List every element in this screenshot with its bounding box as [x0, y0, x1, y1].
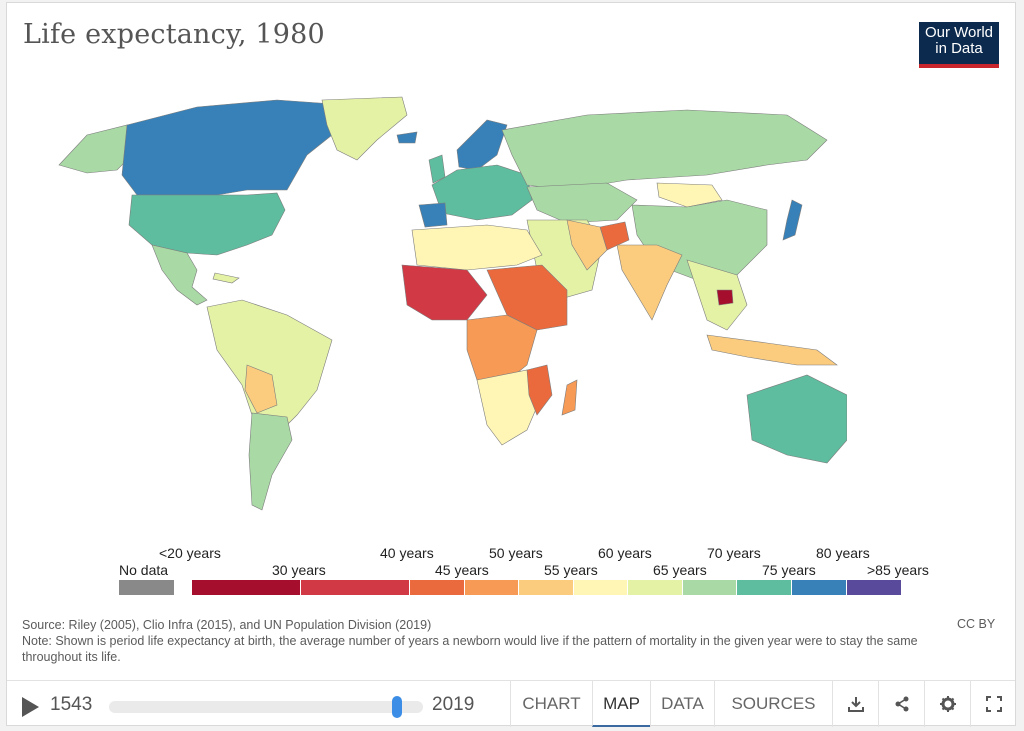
- region-india[interactable]: [616, 244, 683, 321]
- settings-gear-icon[interactable]: [924, 681, 970, 727]
- end-year-label: 2019: [432, 694, 475, 715]
- start-year-label: 1543: [50, 694, 93, 715]
- logo-line1: Our World: [924, 24, 994, 41]
- region-russia[interactable]: [501, 109, 828, 191]
- legend-swatch[interactable]: [301, 580, 410, 595]
- legend-swatch[interactable]: [792, 580, 847, 595]
- region-north-africa[interactable]: [411, 224, 543, 271]
- download-icon[interactable]: [832, 681, 878, 727]
- world-map[interactable]: [47, 95, 847, 515]
- region-indonesia[interactable]: [706, 334, 838, 366]
- logo-accent-bar: [919, 64, 999, 68]
- footnotes: Source: Riley (2005), Clio Infra (2015),…: [22, 617, 972, 665]
- legend-swatch[interactable]: [683, 580, 737, 595]
- region-west-africa[interactable]: [401, 264, 488, 321]
- region-japan[interactable]: [782, 199, 803, 241]
- legend-swatch[interactable]: [737, 580, 792, 595]
- region-southern-cone[interactable]: [248, 412, 293, 511]
- region-greenland[interactable]: [321, 96, 408, 161]
- legend-swatch[interactable]: [465, 580, 519, 595]
- region-southeast-asia[interactable]: [686, 259, 748, 331]
- tab-data[interactable]: DATA: [650, 681, 714, 727]
- legend-label: 65 years: [653, 562, 707, 578]
- region-canada[interactable]: [121, 99, 348, 196]
- legend-swatch[interactable]: [847, 580, 902, 595]
- legend-label: 60 years: [598, 545, 652, 561]
- legend-label: <20 years: [159, 545, 221, 561]
- legend-swatch[interactable]: [519, 580, 574, 595]
- legend-label: 80 years: [816, 545, 870, 561]
- region-mongolia[interactable]: [656, 182, 723, 208]
- region-cambodia[interactable]: [716, 289, 734, 306]
- legend-label: 45 years: [435, 562, 489, 578]
- region-iceland[interactable]: [396, 131, 418, 144]
- note-text: Note: Shown is period life expectancy at…: [22, 634, 918, 664]
- region-usa[interactable]: [128, 192, 286, 256]
- no-data-label: No data: [119, 562, 169, 578]
- region-central-asia[interactable]: [526, 182, 638, 224]
- legend-label: 70 years: [707, 545, 761, 561]
- legend-label: >85 years: [867, 562, 929, 578]
- legend-swatch[interactable]: [574, 580, 628, 595]
- slider-handle[interactable]: [392, 696, 403, 718]
- region-iran-pakistan[interactable]: [566, 219, 608, 271]
- logo-line2: in Data: [935, 40, 983, 57]
- tab-chart[interactable]: CHART: [510, 681, 592, 727]
- legend-swatch[interactable]: [628, 580, 683, 595]
- region-iberia[interactable]: [418, 202, 448, 228]
- share-icon[interactable]: [878, 681, 924, 727]
- fullscreen-icon[interactable]: [970, 681, 1016, 727]
- license-link[interactable]: CC BY: [957, 617, 996, 631]
- legend-label: 30 years: [272, 562, 326, 578]
- region-australia[interactable]: [746, 374, 847, 464]
- region-bolivia[interactable]: [244, 364, 278, 414]
- legend-swatch[interactable]: [192, 580, 301, 595]
- region-caribbean[interactable]: [212, 272, 240, 284]
- legend-label: 50 years: [489, 545, 543, 561]
- chart-title: Life expectancy, 1980: [23, 19, 325, 50]
- legend-color-bar: [192, 580, 902, 595]
- legend-label: 55 years: [544, 562, 598, 578]
- legend-swatch[interactable]: [410, 580, 465, 595]
- region-madagascar[interactable]: [561, 379, 578, 416]
- source-text: Source: Riley (2005), Clio Infra (2015),…: [22, 618, 432, 632]
- region-scandinavia[interactable]: [456, 119, 508, 171]
- tab-map[interactable]: MAP: [592, 681, 650, 727]
- timeline-controls: 1543 2019 CHART MAP DATA SOURCES: [7, 680, 1016, 727]
- owid-logo[interactable]: Our World in Data: [919, 22, 999, 68]
- chart-frame: Life expectancy, 1980 Our World in Data: [6, 2, 1016, 727]
- no-data-swatch[interactable]: [119, 580, 174, 595]
- tab-sources[interactable]: SOURCES: [714, 681, 832, 727]
- legend-label: 75 years: [762, 562, 816, 578]
- legend-label: 40 years: [380, 545, 434, 561]
- play-icon[interactable]: [22, 697, 39, 717]
- region-europe[interactable]: [431, 164, 533, 221]
- timeline-slider[interactable]: [109, 696, 423, 718]
- region-mozambique[interactable]: [526, 364, 553, 416]
- region-mexico[interactable]: [151, 244, 208, 306]
